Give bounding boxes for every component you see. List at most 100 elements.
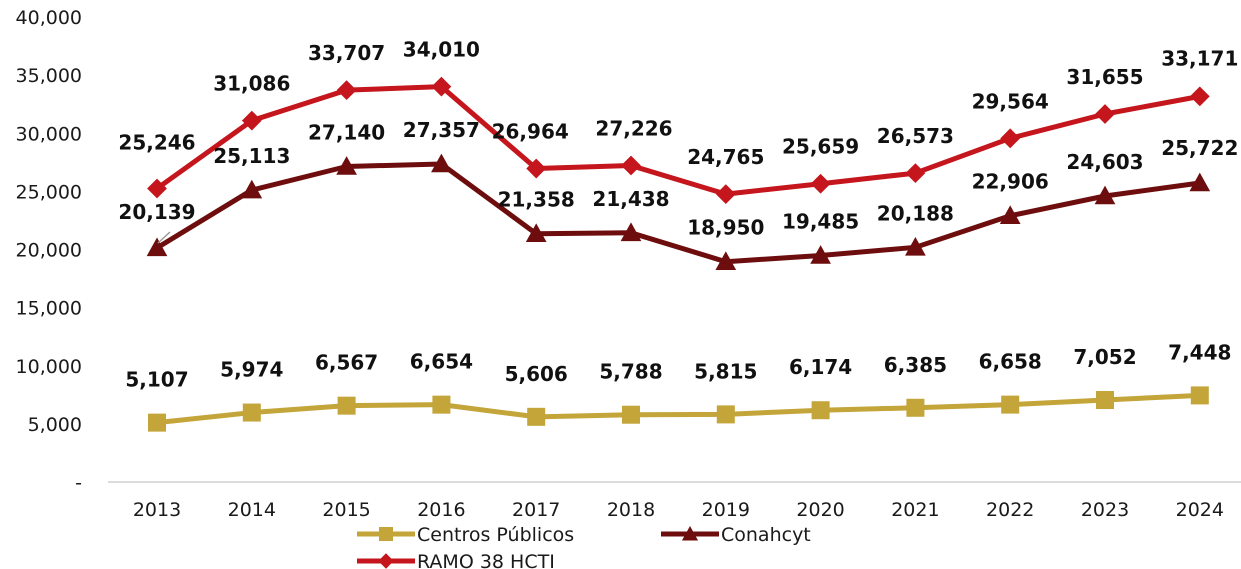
x-tick-label: 2021 bbox=[891, 499, 939, 521]
data-label: 25,722 bbox=[1161, 136, 1238, 160]
data-label: 33,171 bbox=[1161, 46, 1238, 70]
data-point-marker bbox=[336, 156, 357, 175]
data-label: 5,788 bbox=[599, 360, 662, 384]
y-tick-label: - bbox=[75, 472, 82, 494]
legend-marker bbox=[379, 527, 393, 541]
data-label: 6,385 bbox=[884, 353, 947, 377]
y-tick-label: 20,000 bbox=[16, 240, 82, 262]
legend-item: RAMO 38 HCTI bbox=[357, 551, 555, 569]
data-label: 22,906 bbox=[972, 170, 1049, 194]
x-tick-label: 2014 bbox=[228, 499, 276, 521]
data-label: 27,226 bbox=[595, 116, 672, 140]
y-tick-label: 15,000 bbox=[16, 298, 82, 320]
series-ramo-38-hcti bbox=[147, 76, 1210, 205]
series-line bbox=[156, 392, 1200, 426]
x-tick-label: 2020 bbox=[796, 499, 844, 521]
data-point-marker bbox=[811, 401, 830, 420]
y-axis: - 5,000 10,000 15,000 20,000 25,000 30,000 35,0… bbox=[16, 7, 82, 494]
data-label: 7,052 bbox=[1073, 345, 1136, 369]
label-leader-line bbox=[157, 231, 171, 244]
data-point-marker bbox=[1190, 386, 1209, 405]
y-tick-label: 30,000 bbox=[16, 123, 82, 145]
data-label: 25,113 bbox=[213, 144, 290, 168]
data-point-marker bbox=[905, 236, 926, 256]
data-point-marker bbox=[147, 178, 167, 199]
x-axis: 2013 2014 2015 2016 2017 2018 2019 2020 2021 2022… bbox=[133, 499, 1224, 521]
data-label: 34,010 bbox=[403, 38, 480, 62]
y-tick-label: 25,000 bbox=[16, 181, 82, 203]
data-point-marker bbox=[432, 395, 451, 414]
series-lines bbox=[146, 76, 1211, 432]
data-label: 25,659 bbox=[782, 135, 859, 159]
data-point-marker bbox=[620, 222, 642, 242]
data-label: 27,140 bbox=[308, 120, 385, 144]
data-point-marker bbox=[336, 80, 357, 101]
data-label: 5,815 bbox=[694, 359, 757, 383]
x-tick-label: 2019 bbox=[702, 499, 750, 521]
data-label: 25,246 bbox=[118, 131, 195, 155]
data-point-marker bbox=[527, 407, 546, 426]
y-tick-label: 40,000 bbox=[16, 7, 82, 29]
data-point-marker bbox=[337, 396, 356, 415]
y-tick-label: 5,000 bbox=[28, 414, 82, 436]
y-tick-label: 10,000 bbox=[16, 356, 82, 378]
data-point-marker bbox=[242, 403, 261, 422]
legend: Centros Públicos Conahcyt RAMO 38 HCTI bbox=[357, 524, 811, 569]
data-label: 26,964 bbox=[492, 120, 569, 144]
data-label: 29,564 bbox=[972, 89, 1049, 113]
x-tick-label: 2015 bbox=[322, 499, 370, 521]
data-label: 5,974 bbox=[220, 358, 283, 382]
data-point-marker bbox=[622, 405, 640, 424]
data-label: 24,603 bbox=[1066, 150, 1143, 174]
data-point-marker bbox=[148, 413, 166, 432]
data-label: 6,174 bbox=[789, 355, 852, 379]
data-point-marker bbox=[1001, 395, 1020, 414]
legend-marker bbox=[378, 553, 394, 569]
legend-item: Centros Públicos bbox=[357, 524, 574, 546]
data-point-marker bbox=[241, 110, 262, 131]
data-point-marker bbox=[716, 405, 735, 424]
data-point-marker bbox=[1095, 104, 1115, 124]
x-tick-label: 2013 bbox=[133, 499, 181, 521]
data-point-marker bbox=[999, 205, 1021, 224]
data-point-marker bbox=[1094, 185, 1116, 205]
data-point-marker bbox=[526, 158, 547, 179]
data-label: 18,950 bbox=[687, 216, 764, 240]
data-labels: 5,107 5,974 6,567 6,654 5,606 5,788 5,815 6,174… bbox=[118, 38, 1238, 392]
data-label: 20,188 bbox=[877, 201, 954, 225]
legend-label: Conahcyt bbox=[721, 524, 811, 546]
data-label: 21,438 bbox=[592, 187, 669, 211]
data-point-marker bbox=[810, 173, 831, 194]
data-label: 6,567 bbox=[315, 351, 378, 375]
x-tick-label: 2023 bbox=[1081, 499, 1129, 521]
x-tick-label: 2022 bbox=[986, 499, 1034, 521]
x-tick-label: 2017 bbox=[512, 499, 560, 521]
data-label: 5,606 bbox=[505, 362, 568, 386]
series-line bbox=[155, 84, 1201, 197]
data-point-marker bbox=[241, 179, 263, 199]
data-point-marker bbox=[905, 163, 926, 183]
data-point-marker bbox=[431, 76, 452, 97]
data-point-marker bbox=[906, 398, 925, 417]
data-point-marker bbox=[1189, 86, 1210, 107]
data-label: 6,658 bbox=[979, 350, 1042, 374]
data-label: 24,765 bbox=[687, 145, 764, 169]
data-point-marker bbox=[146, 237, 168, 257]
data-label: 19,485 bbox=[782, 209, 859, 233]
series-centros-p-blicos bbox=[148, 386, 1209, 432]
legend-marker bbox=[681, 525, 699, 541]
x-tick-label: 2024 bbox=[1176, 499, 1224, 521]
data-point-marker bbox=[621, 155, 641, 176]
data-label: 33,707 bbox=[308, 41, 385, 65]
y-tick-label: 35,000 bbox=[16, 65, 82, 87]
data-label: 21,358 bbox=[498, 188, 575, 212]
data-label: 31,086 bbox=[213, 72, 290, 96]
legend-label: RAMO 38 HCTI bbox=[417, 551, 555, 569]
data-point-marker bbox=[525, 223, 547, 242]
legend-label: Centros Públicos bbox=[417, 524, 574, 546]
data-point-marker bbox=[715, 251, 737, 270]
data-label: 26,573 bbox=[877, 124, 954, 148]
data-label: 6,654 bbox=[410, 350, 473, 374]
data-point-marker bbox=[1000, 128, 1021, 149]
